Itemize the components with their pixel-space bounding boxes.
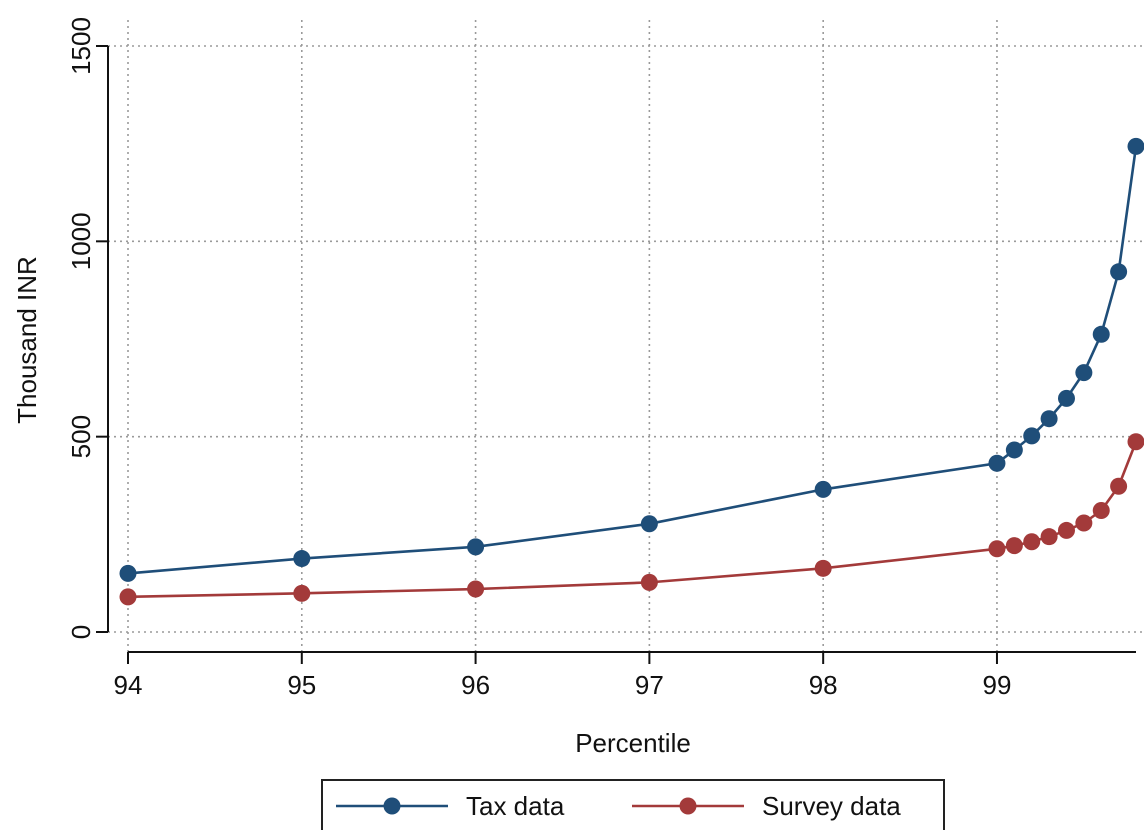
y-tick-label: 500 — [66, 415, 96, 458]
data-point — [1110, 263, 1128, 281]
x-tick-label: 94 — [114, 670, 143, 700]
data-point — [814, 480, 832, 498]
data-point — [1023, 533, 1041, 551]
data-point — [119, 588, 137, 606]
legend-label: Tax data — [466, 791, 565, 821]
data-point — [640, 573, 658, 591]
data-point — [1040, 528, 1058, 546]
legend: Tax data Survey data — [321, 779, 945, 830]
series-line — [127, 146, 1138, 575]
axes — [96, 45, 1136, 664]
data-point — [293, 550, 311, 568]
data-point — [119, 564, 137, 582]
data-point — [467, 538, 485, 556]
data-point — [988, 540, 1006, 558]
y-axis-title: Thousand INR — [12, 256, 42, 424]
data-point — [814, 559, 832, 577]
data-point — [1040, 410, 1058, 428]
data-point — [1005, 441, 1023, 459]
legend-label: Survey data — [762, 791, 901, 821]
data-point — [1127, 137, 1144, 155]
data-point — [1057, 389, 1075, 407]
data-point — [988, 454, 1006, 472]
x-tick-label: 96 — [461, 670, 490, 700]
legend-marker — [383, 797, 401, 815]
y-tick-label: 1000 — [66, 212, 96, 270]
data-point — [1075, 364, 1093, 382]
x-tick-label: 98 — [809, 670, 838, 700]
data-point — [293, 584, 311, 602]
legend-item: Tax data — [336, 791, 565, 821]
grid-lines — [108, 20, 1144, 652]
tick-labels: 0 500 1000 1500 94 95 96 97 98 99 — [66, 17, 1011, 700]
series-survey-data — [119, 433, 1144, 606]
data-point — [1005, 537, 1023, 555]
data-point — [1057, 521, 1075, 539]
y-tick-label: 1500 — [66, 17, 96, 75]
data-series — [119, 137, 1144, 606]
series-tax-data — [119, 137, 1144, 582]
x-tick-label: 99 — [983, 670, 1012, 700]
x-tick-label: 95 — [287, 670, 316, 700]
x-axis-title: Percentile — [575, 728, 691, 758]
data-point — [1023, 427, 1041, 445]
data-point — [1127, 433, 1144, 451]
data-point — [640, 515, 658, 533]
legend-marker — [679, 797, 697, 815]
x-tick-label: 97 — [635, 670, 664, 700]
data-point — [1092, 502, 1110, 520]
data-point — [1092, 325, 1110, 343]
legend-item: Survey data — [632, 791, 901, 821]
data-point — [1110, 477, 1128, 495]
data-point — [1075, 514, 1093, 532]
y-tick-label: 0 — [66, 625, 96, 639]
data-point — [467, 580, 485, 598]
